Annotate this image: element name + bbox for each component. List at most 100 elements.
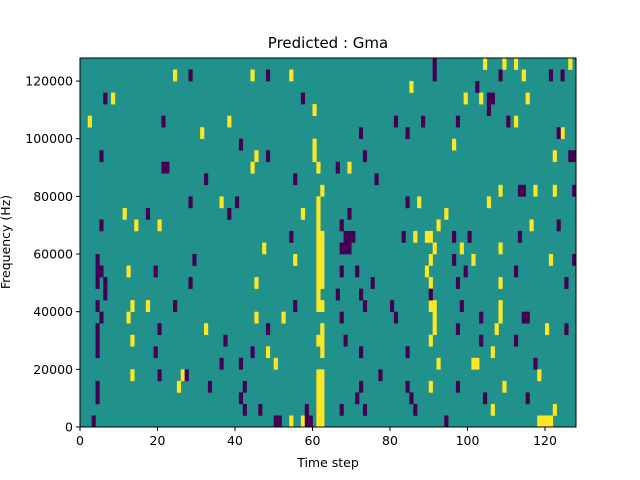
heatmap-cell: [312, 150, 317, 163]
heatmap-cell: [537, 369, 542, 382]
x-axis-label: Time step: [296, 455, 359, 470]
heatmap-cell: [347, 230, 352, 243]
heatmap-cell: [405, 127, 410, 140]
heatmap-cell: [444, 415, 449, 428]
heatmap-cell: [254, 150, 259, 163]
heatmap-cell: [316, 392, 321, 405]
heatmap-cell: [545, 415, 550, 428]
heatmap-cell: [471, 357, 476, 370]
heatmap-cell: [316, 300, 321, 312]
heatmap-cell: [529, 219, 534, 232]
heatmap-cell: [525, 311, 530, 324]
heatmap-cell: [242, 380, 247, 393]
heatmap-cell: [514, 115, 519, 128]
heatmap-cell: [359, 346, 364, 359]
heatmap-cell: [498, 277, 503, 289]
heatmap-cell: [304, 415, 309, 428]
heatmap-cell: [502, 58, 507, 70]
heatmap-cell: [103, 277, 108, 289]
y-tick-label: 120000: [25, 74, 73, 89]
heatmap-cell: [351, 230, 356, 243]
heatmap-cell: [157, 369, 162, 382]
heatmap-cell: [153, 346, 158, 359]
heatmap-cell: [486, 104, 492, 116]
heatmap-cell: [200, 127, 205, 140]
heatmap-cell: [432, 311, 437, 324]
x-tick-label: 120: [533, 433, 557, 448]
heatmap-cell: [219, 357, 224, 370]
heatmap-cell: [122, 207, 127, 220]
heatmap-cell: [502, 380, 507, 393]
heatmap-cell: [548, 69, 554, 82]
heatmap-cell: [455, 277, 461, 289]
heatmap-cell: [339, 403, 344, 416]
heatmap-cell: [355, 392, 360, 405]
heatmap-cell: [463, 92, 468, 105]
heatmap-cell: [312, 138, 317, 151]
heatmap-cell: [517, 230, 523, 243]
heatmap-cell: [401, 230, 406, 243]
heatmap-cell: [393, 115, 399, 128]
heatmap-cell: [378, 369, 383, 382]
heatmap-cell: [293, 254, 298, 266]
heatmap-cell: [552, 184, 557, 197]
heatmap-cell: [173, 300, 178, 312]
heatmap-cell: [564, 277, 569, 289]
x-axis-ticks: 0 20 40 60 80 100 120: [76, 427, 557, 448]
heatmap-cell: [173, 69, 178, 82]
heatmap-cell: [459, 242, 464, 255]
heatmap-cell: [572, 184, 577, 197]
heatmap-cell: [204, 323, 209, 336]
y-tick-label: 0: [65, 420, 73, 435]
heatmap-cell: [421, 115, 426, 128]
heatmap-cell: [320, 392, 325, 405]
heatmap-cell: [99, 311, 104, 324]
heatmap-cell: [463, 265, 468, 278]
heatmap-cell: [103, 92, 108, 105]
y-tick-label: 100000: [25, 131, 73, 146]
heatmap-cell: [432, 323, 437, 336]
heatmap-cell: [320, 265, 325, 278]
heatmap-cell: [459, 300, 464, 312]
heatmap-cell: [568, 58, 573, 70]
heatmap-cell: [436, 357, 441, 370]
heatmap-cell: [95, 323, 100, 336]
heatmap-cell: [339, 219, 344, 232]
heatmap-cell: [99, 265, 104, 278]
heatmap-cell: [320, 184, 325, 197]
heatmap-cell: [568, 150, 573, 163]
heatmap-cell: [95, 380, 100, 393]
heatmap-cell: [537, 415, 542, 428]
heatmap-cell: [95, 300, 100, 312]
heatmap-cell: [235, 196, 240, 209]
heatmap-cell: [452, 230, 457, 243]
heatmap-cell: [316, 403, 321, 416]
heatmap-cell: [316, 242, 321, 255]
heatmap-cell: [316, 230, 321, 243]
heatmap-cell: [277, 415, 282, 428]
heatmap-cell: [250, 346, 255, 359]
heatmap-cell: [475, 81, 480, 93]
heatmap-cell: [486, 92, 492, 105]
heatmap-cell: [479, 334, 484, 347]
heatmap-cell: [343, 242, 348, 255]
heatmap-cell: [99, 219, 104, 232]
heatmap-cell: [207, 380, 213, 393]
y-tick-label: 60000: [33, 247, 73, 262]
heatmap-cell: [289, 230, 294, 243]
heatmap-cell: [556, 127, 561, 140]
heatmap-cell: [134, 219, 139, 232]
heatmap-cell: [316, 334, 321, 347]
heatmap-cell: [320, 334, 325, 347]
heatmap-cell: [444, 207, 449, 220]
heatmap-cell: [362, 300, 368, 312]
heatmap-cell: [91, 415, 96, 428]
heatmap-cell: [130, 300, 135, 312]
heatmap-cell: [498, 69, 503, 82]
heatmap-cell: [204, 173, 209, 186]
heatmap-cell: [428, 334, 433, 347]
heatmap-cell: [262, 242, 267, 255]
heatmap-cell: [359, 127, 364, 140]
heatmap-cell: [258, 403, 263, 416]
heatmap-cell: [572, 150, 577, 163]
